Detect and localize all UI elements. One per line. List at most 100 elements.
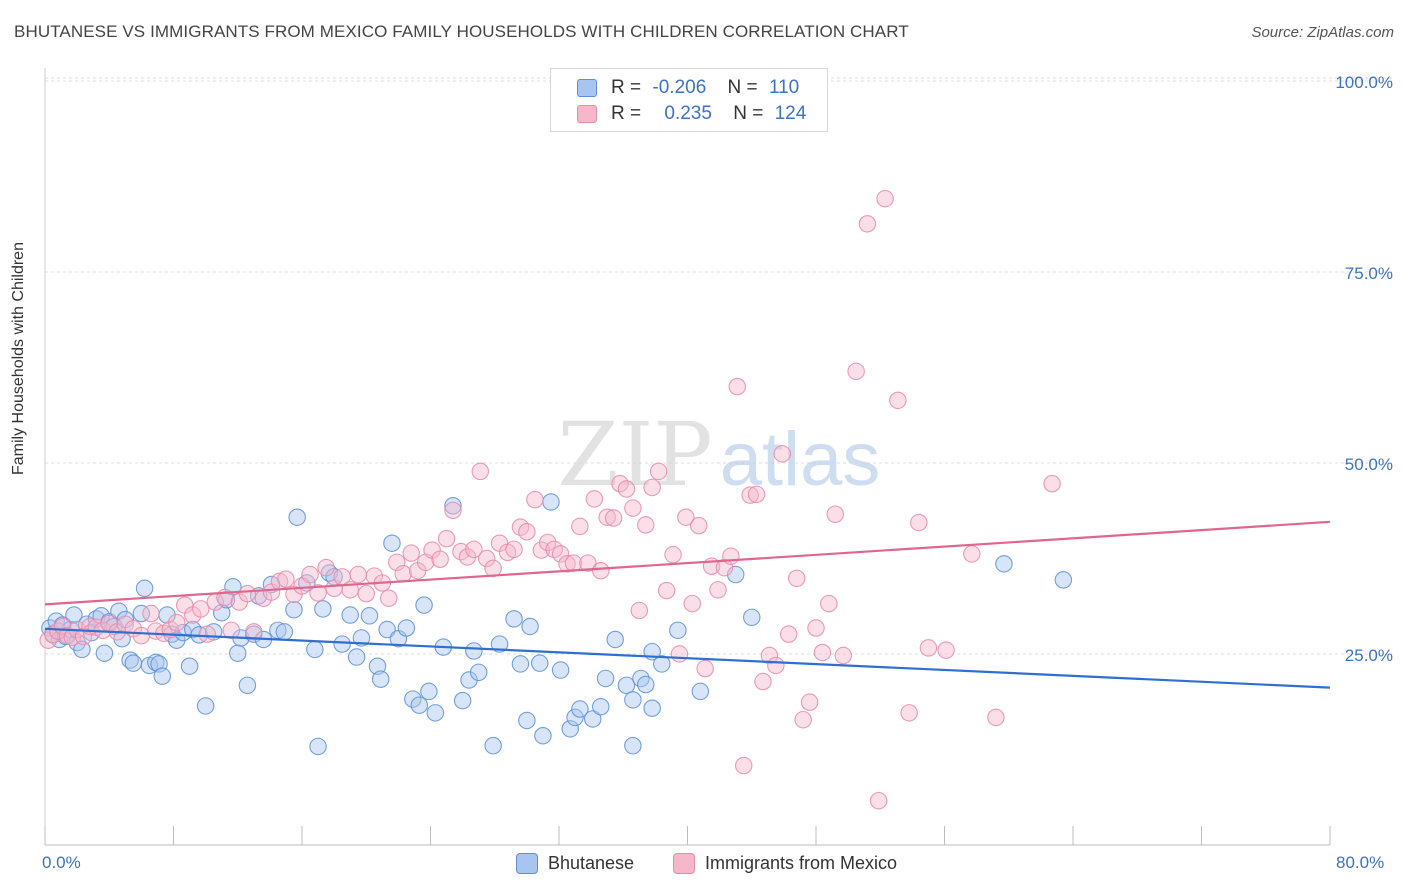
- point-bhutanese: [288, 508, 306, 526]
- point-mexico: [245, 623, 263, 641]
- point-mexico: [39, 631, 57, 649]
- point-mexico: [132, 626, 151, 645]
- point-bhutanese: [505, 610, 523, 628]
- y-tick-label: 100.0%: [1335, 73, 1393, 92]
- bottom-legend-swatch-bhutanese: [516, 853, 538, 874]
- point-bhutanese: [397, 619, 416, 637]
- point-bhutanese: [341, 606, 359, 624]
- point-bhutanese: [606, 630, 624, 649]
- point-mexico: [349, 565, 367, 584]
- point-mexico: [636, 516, 655, 534]
- point-mexico: [585, 490, 604, 508]
- point-bhutanese: [624, 736, 642, 755]
- point-mexico: [431, 550, 449, 569]
- point-bhutanese: [521, 617, 539, 636]
- point-bhutanese: [314, 600, 332, 618]
- point-bhutanese: [371, 670, 390, 688]
- point-bhutanese: [542, 493, 560, 511]
- bottom-legend-swatch-mexico: [673, 853, 695, 874]
- point-bhutanese: [410, 696, 429, 714]
- point-mexico: [379, 589, 398, 607]
- point-bhutanese: [726, 565, 745, 584]
- point-mexico: [222, 621, 241, 640]
- point-bhutanese: [571, 700, 589, 718]
- point-mexico: [317, 558, 335, 577]
- point-bhutanese: [617, 676, 636, 695]
- legend-swatch-bhutanese: [577, 79, 597, 97]
- correlation-legend: R = -0.206 N = 110 R = 0.235 N = 124: [550, 68, 828, 132]
- point-mexico: [505, 540, 523, 559]
- point-bhutanese: [309, 737, 327, 756]
- point-bhutanese: [306, 640, 324, 659]
- point-bhutanese: [636, 675, 655, 694]
- point-mexico: [728, 377, 747, 396]
- point-bhutanese: [530, 654, 549, 672]
- point-mexico: [649, 462, 668, 481]
- point-bhutanese: [624, 691, 642, 709]
- point-bhutanese: [561, 720, 579, 738]
- point-bhutanese: [378, 620, 396, 639]
- point-mexico: [963, 545, 981, 563]
- point-bhutanese: [73, 640, 91, 659]
- point-mexico: [309, 584, 327, 602]
- chart-title: BHUTANESE VS IMMIGRANTS FROM MEXICO FAMI…: [14, 22, 909, 41]
- point-bhutanese: [643, 699, 661, 717]
- point-mexico: [437, 529, 456, 548]
- chart-source: Source: ZipAtlas.com: [1251, 24, 1394, 41]
- legend-n-value-bhutanese: 110: [768, 77, 800, 98]
- trend-lines: [44, 520, 1331, 689]
- point-bhutanese: [444, 497, 462, 515]
- point-mexico: [465, 540, 483, 559]
- point-mexico: [471, 462, 490, 481]
- point-bhutanese: [592, 697, 610, 716]
- point-bhutanese: [229, 644, 247, 662]
- y-tick-label: 75.0%: [1345, 264, 1393, 283]
- point-mexico: [518, 523, 536, 541]
- point-mexico: [910, 513, 928, 532]
- point-bhutanese: [135, 579, 154, 598]
- bottom-legend-label-bhutanese: Bhutanese: [548, 853, 635, 873]
- point-mexico: [657, 581, 676, 600]
- point-mexico: [301, 565, 319, 584]
- point-bhutanese: [368, 657, 387, 675]
- axes: [44, 68, 1331, 846]
- point-mexico: [807, 619, 825, 637]
- point-bhutanese: [196, 697, 215, 715]
- point-mexico: [1043, 474, 1061, 493]
- point-mexico: [800, 693, 819, 711]
- point-bhutanese: [65, 606, 83, 624]
- point-mexico: [760, 646, 779, 665]
- point-bhutanese: [742, 608, 761, 627]
- point-mexico: [813, 643, 832, 662]
- point-bhutanese: [180, 657, 199, 675]
- point-mexico: [664, 545, 682, 564]
- point-mexico: [826, 505, 845, 523]
- point-mexico: [889, 391, 907, 410]
- legend-r-label: R =: [611, 103, 642, 124]
- point-mexico: [741, 486, 759, 504]
- point-bhutanese: [153, 667, 172, 685]
- data-points: [39, 189, 1073, 810]
- legend-n-value-mexico: 124: [774, 103, 807, 124]
- point-bhutanese: [132, 604, 151, 623]
- point-mexico: [919, 639, 938, 657]
- point-mexico: [477, 549, 496, 568]
- point-mexico: [876, 189, 894, 208]
- point-mexico: [734, 756, 753, 775]
- y-tick-label: 25.0%: [1345, 646, 1393, 665]
- point-mexico: [579, 554, 597, 572]
- point-bhutanese: [275, 623, 294, 641]
- point-bhutanese: [551, 661, 570, 679]
- point-mexico: [192, 600, 210, 618]
- point-bhutanese: [1054, 571, 1073, 589]
- point-bhutanese: [490, 635, 509, 653]
- point-bhutanese: [484, 736, 502, 755]
- point-mexico: [74, 627, 93, 646]
- point-bhutanese: [534, 726, 552, 745]
- point-mexico: [526, 490, 544, 509]
- point-bhutanese: [691, 682, 710, 701]
- point-bhutanese: [415, 596, 433, 614]
- point-bhutanese: [95, 644, 114, 662]
- point-mexico: [624, 499, 642, 517]
- point-mexico: [987, 708, 1005, 727]
